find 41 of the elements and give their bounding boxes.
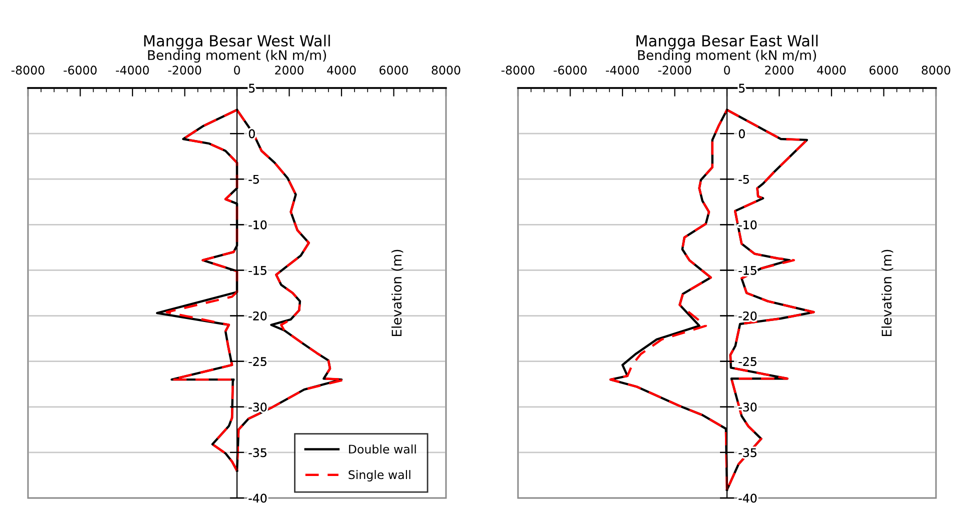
- y-tick-label: -25: [248, 357, 266, 366]
- x-tick-label: -4000: [606, 66, 639, 75]
- y-tick-label: -35: [248, 448, 266, 458]
- y-tick-label: -40: [738, 494, 757, 503]
- y-tick-label: -40: [248, 494, 267, 503]
- x-tick-label: 4000: [327, 66, 356, 75]
- legend-label: Double wall: [349, 444, 416, 454]
- x-tick-label: 8000: [432, 66, 460, 75]
- x-tick-label: -2000: [658, 66, 692, 75]
- x-tick-label: -6000: [64, 66, 97, 75]
- x-tick-label: -8000: [501, 66, 534, 75]
- x-tick-label: -8000: [11, 66, 44, 75]
- y-tick-label: -10: [248, 220, 267, 230]
- x-tick-label: 6000: [870, 66, 898, 75]
- x-tick-label: 6000: [380, 66, 408, 75]
- y-tick-label: -25: [738, 357, 756, 366]
- y-tick-label: -5: [248, 174, 259, 184]
- x-tick-label: -6000: [554, 66, 587, 75]
- y-axis-title: Elevation (m): [881, 250, 894, 336]
- y-tick-label: -10: [738, 220, 757, 230]
- x-tick-label: -4000: [116, 66, 149, 75]
- chart-title: Mangga Besar West Wall: [144, 34, 330, 50]
- x-axis-title: Bending moment (kN m/m): [148, 50, 326, 63]
- x-tick-label: -2000: [168, 66, 202, 75]
- y-tick-label: -30: [248, 402, 267, 412]
- chart-title: Mangga Besar East Wall: [636, 34, 818, 50]
- y-tick-label: -15: [738, 266, 756, 275]
- y-tick-label: -15: [248, 266, 266, 275]
- x-tick-label: 0: [724, 66, 730, 75]
- x-tick-label: 0: [234, 66, 240, 75]
- y-tick-label: -5: [738, 174, 749, 184]
- y-tick-label: -20: [738, 312, 757, 320]
- x-tick-label: 2000: [275, 66, 304, 75]
- y-tick-label: -20: [248, 312, 267, 320]
- y-axis-title: Elevation (m): [391, 250, 404, 336]
- x-tick-label: 2000: [765, 66, 794, 75]
- legend-label: Single wall: [348, 470, 410, 482]
- y-tick-label: 0: [738, 129, 745, 138]
- x-tick-label: 4000: [817, 66, 846, 75]
- x-axis-title: Bending moment (kN m/m): [638, 50, 816, 63]
- x-tick-label: 8000: [922, 66, 950, 75]
